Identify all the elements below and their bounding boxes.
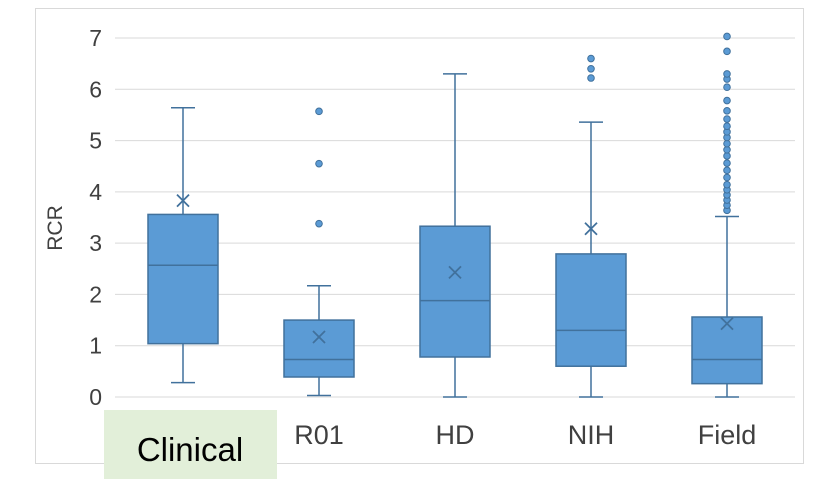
box-iqr	[419, 225, 491, 358]
mean-marker-stroke	[720, 317, 734, 331]
outlier-point	[723, 83, 731, 92]
outlier-point	[587, 54, 595, 63]
mean-marker	[176, 193, 190, 208]
mean-marker	[720, 317, 734, 331]
box-field	[691, 32, 763, 398]
y-axis: 0 1 2 3 4 5 6 7	[89, 25, 102, 410]
box-hd	[419, 73, 491, 398]
box-iqr	[283, 319, 355, 378]
outlier-point	[723, 96, 731, 105]
y-tick-label-7: 7	[89, 25, 102, 51]
y-tick-label-4: 4	[89, 179, 102, 205]
x-tick-label-hd: HD	[436, 420, 475, 450]
x-tick-label-r01: R01	[294, 420, 344, 450]
box-iqr	[555, 253, 627, 367]
mean-marker	[312, 330, 326, 344]
outlier-point	[587, 64, 595, 73]
outlier-point	[723, 159, 731, 167]
outlier-point	[723, 152, 731, 160]
outlier-point	[723, 70, 731, 78]
outlier-point	[315, 219, 323, 228]
y-tick-label-3: 3	[89, 230, 102, 256]
y-tick-label-2: 2	[89, 281, 102, 307]
outlier-point	[723, 173, 731, 182]
mean-marker-stroke	[312, 330, 326, 344]
outlier-point	[723, 47, 731, 56]
outlier-point	[315, 107, 323, 116]
x-tick-label-clinical: Clinical	[137, 431, 243, 468]
outlier-point	[723, 32, 731, 41]
outlier-point	[723, 139, 731, 148]
box-clinical	[147, 106, 219, 384]
outlier-point	[723, 107, 731, 115]
outlier-point	[723, 115, 731, 123]
mean-marker	[448, 265, 462, 280]
outlier-point	[723, 146, 731, 154]
mean-marker-stroke	[448, 265, 462, 280]
x-tick-label-nih: NIH	[568, 420, 615, 450]
box-nih	[555, 54, 627, 398]
mean-marker	[584, 222, 598, 236]
box-r01	[283, 107, 355, 397]
y-tick-label-6: 6	[89, 76, 102, 102]
y-tick-label-5: 5	[89, 128, 102, 154]
y-axis-label: RCR	[44, 205, 67, 251]
box-iqr	[147, 213, 219, 345]
outlier-point	[723, 122, 731, 131]
x-axis: Clinical R01 HD NIH Field	[137, 420, 756, 468]
outlier-point	[723, 166, 731, 175]
mean-marker-stroke	[584, 222, 598, 236]
outlier-point	[723, 180, 731, 189]
outlier-point	[587, 74, 595, 82]
x-tick-label-field: Field	[698, 420, 757, 450]
y-tick-label-0: 0	[89, 384, 102, 410]
outlier-point	[315, 159, 323, 168]
y-tick-label-1: 1	[89, 333, 102, 359]
clinical-highlight	[104, 410, 277, 479]
boxes	[147, 32, 763, 398]
box-iqr	[691, 316, 763, 385]
mean-marker-stroke	[176, 193, 190, 208]
